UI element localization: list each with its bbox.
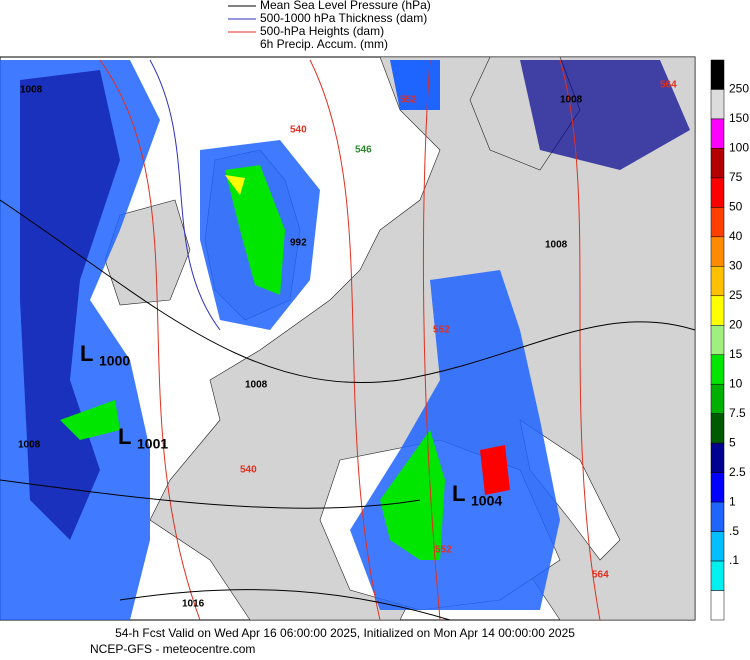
contour-label: 552	[433, 325, 450, 336]
low-letter: L	[118, 424, 131, 449]
colorbar-box	[710, 354, 725, 385]
colorbar-label: 25	[729, 288, 743, 302]
legend: Mean Sea Level Pressure (hPa)500-1000 hP…	[228, 0, 431, 51]
colorbar-box	[710, 383, 725, 414]
colorbar-box	[710, 236, 725, 267]
colorbar-box	[710, 148, 725, 179]
contour-label: 1016	[182, 599, 205, 610]
map-labels: L 1000 L 1001 L 1004 992 1008 1008 1008 1008 1016 54…	[18, 80, 677, 610]
colorbar-box	[710, 325, 725, 355]
low-letter: L	[452, 481, 465, 506]
colorbar-label: 1	[729, 494, 736, 508]
colorbar-box	[710, 266, 725, 297]
low-value: 1000	[99, 353, 130, 369]
height-contour	[309, 59, 381, 621]
low-value: 1001	[137, 436, 168, 452]
colorbar-label: 150	[729, 111, 749, 125]
colorbar-box	[710, 413, 725, 444]
colorbar-box	[710, 560, 725, 591]
colorbar-label: 30	[729, 258, 743, 272]
footer-line: NCEP-GFS - meteocentre.com	[90, 642, 255, 655]
precip-max	[225, 175, 245, 195]
colorbar: 250 150 100 75 50 40 30 25 20 15 10 7.5 5 2.5 1 .5 .1	[710, 59, 749, 621]
colorbar-label: 5	[729, 435, 736, 449]
colorbar-label: .1	[729, 553, 739, 567]
contour-label: 564	[660, 80, 677, 91]
colorbar-label: 250	[729, 82, 749, 96]
colorbar-label: 20	[729, 317, 743, 331]
contour-label: 992	[290, 238, 307, 249]
contour-label: 540	[240, 465, 257, 476]
colorbar-box	[710, 472, 725, 503]
precip-baltic	[520, 60, 690, 170]
map-area	[0, 56, 696, 621]
contour-label: 552	[435, 545, 452, 556]
colorbar-label: 10	[729, 376, 743, 390]
legend-label: 6h Precip. Accum. (mm)	[260, 37, 388, 51]
colorbar-label: 15	[729, 347, 743, 361]
colorbar-label: 7.5	[729, 406, 746, 420]
colorbar-box	[710, 118, 725, 149]
colorbar-label: 50	[729, 200, 743, 214]
colorbar-box	[710, 207, 725, 238]
contour-label: 1008	[545, 240, 568, 251]
colorbar-label: .5	[729, 524, 739, 538]
contour-label: 1008	[18, 440, 41, 451]
contour-label: 546	[355, 145, 372, 156]
colorbar-box	[710, 89, 725, 120]
footer-line: 54-h Fcst Valid on Wed Apr 16 06:00:00 2…	[115, 626, 575, 640]
colorbar-box	[710, 295, 725, 326]
colorbar-label: 100	[729, 141, 749, 155]
contour-label: 1008	[245, 380, 268, 391]
precip-italy-max	[480, 445, 510, 495]
contour-label: 552	[400, 95, 417, 106]
legend-label: 500-1000 hPa Thickness (dam)	[260, 11, 427, 25]
colorbar-label: 40	[729, 229, 743, 243]
precip-green	[60, 400, 120, 440]
legend-label: Mean Sea Level Pressure (hPa)	[260, 0, 431, 12]
colorbar-label: 2.5	[729, 465, 746, 479]
contour-label: 1008	[560, 95, 583, 106]
pressure-contour	[0, 479, 421, 509]
low-letter: L	[80, 341, 93, 366]
height-contour	[559, 59, 601, 621]
pressure-contour	[0, 199, 696, 384]
precip-britain-core	[225, 165, 285, 295]
precip-core	[20, 70, 120, 540]
colorbar-box	[710, 177, 725, 208]
colorbar-label: 75	[729, 170, 743, 184]
height-contour	[422, 59, 441, 621]
colorbar-box	[710, 531, 725, 562]
colorbar-box	[710, 590, 725, 621]
colorbar-box	[710, 501, 725, 532]
contour-label: 540	[290, 125, 307, 136]
colorbar-box	[710, 59, 725, 90]
colorbar-box	[710, 442, 725, 473]
pressure-contour	[119, 589, 451, 621]
contour-label: 564	[592, 570, 609, 581]
height-contour	[99, 59, 201, 621]
contour-label: 1008	[20, 85, 43, 96]
thickness-contour	[149, 59, 221, 331]
low-value: 1004	[471, 493, 502, 509]
legend-label: 500-hPa Heights (dam)	[260, 24, 384, 38]
